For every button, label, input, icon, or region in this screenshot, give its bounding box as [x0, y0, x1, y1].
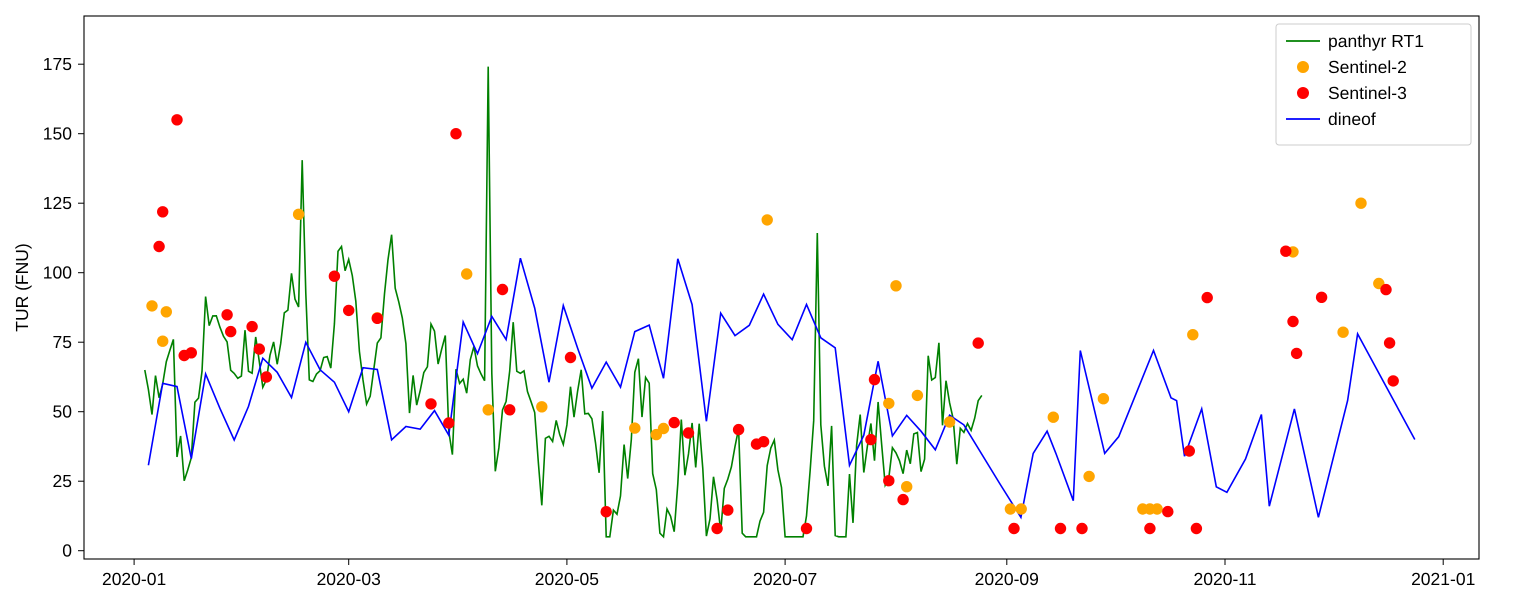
- svg-text:2020-09: 2020-09: [975, 569, 1039, 589]
- svg-text:25: 25: [53, 471, 72, 491]
- svg-text:125: 125: [43, 193, 72, 213]
- svg-text:0: 0: [62, 541, 72, 561]
- svg-text:75: 75: [53, 332, 72, 352]
- svg-text:Sentinel-2: Sentinel-2: [1328, 57, 1407, 77]
- svg-text:dineof: dineof: [1328, 109, 1376, 129]
- svg-text:Sentinel-3: Sentinel-3: [1328, 83, 1407, 103]
- svg-text:100: 100: [43, 263, 72, 283]
- svg-text:2020-03: 2020-03: [317, 569, 381, 589]
- svg-text:150: 150: [43, 124, 72, 144]
- svg-text:2020-01: 2020-01: [102, 569, 166, 589]
- svg-text:50: 50: [53, 402, 73, 422]
- svg-text:175: 175: [43, 54, 72, 74]
- svg-text:2020-05: 2020-05: [535, 569, 599, 589]
- svg-text:panthyr RT1: panthyr RT1: [1328, 31, 1424, 51]
- svg-text:2021-01: 2021-01: [1411, 569, 1475, 589]
- svg-text:2020-11: 2020-11: [1194, 569, 1257, 589]
- svg-text:TUR (FNU): TUR (FNU): [12, 243, 32, 331]
- svg-text:2020-07: 2020-07: [753, 569, 817, 589]
